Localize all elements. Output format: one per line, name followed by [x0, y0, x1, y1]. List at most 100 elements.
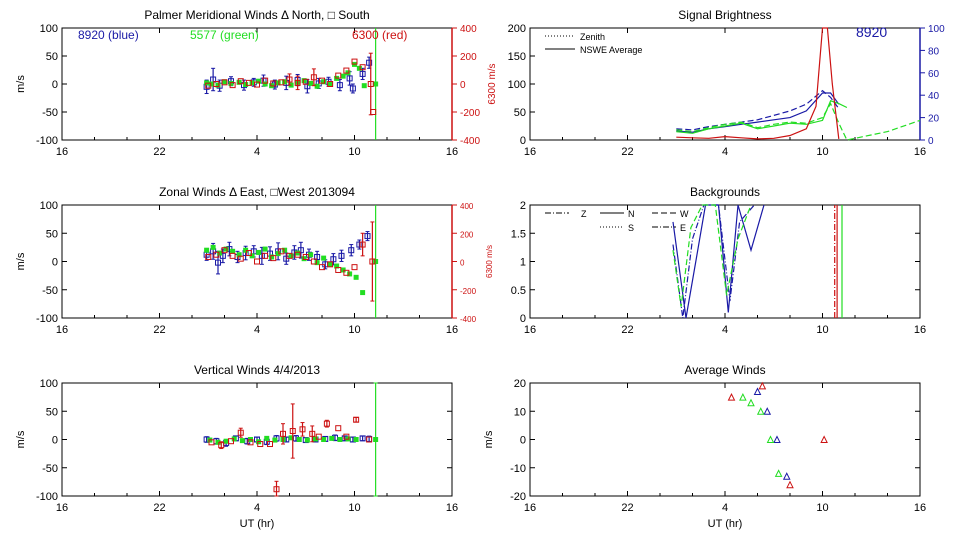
zonal-5577-point	[275, 251, 281, 257]
zonal-6300-point	[229, 252, 236, 259]
vertical-5577-point	[296, 437, 302, 442]
zonal-y2tick-label: -400	[460, 315, 477, 324]
meridional-ylabel: m/s	[15, 75, 27, 93]
vertical-ytick-label: 50	[46, 406, 58, 418]
meridional-ytick-label: 50	[46, 51, 58, 63]
zonal-8920-point	[338, 252, 345, 259]
meridional-6300-point	[351, 58, 358, 65]
zonal-ytick-label: -100	[36, 313, 58, 325]
zonal-8920-point	[348, 247, 355, 254]
legend-0: 8920 (blue)	[78, 28, 139, 42]
brightness-ytick-label: 0	[520, 135, 526, 147]
vertical-xtick-label: 16	[56, 502, 68, 514]
vertical-6300-point	[366, 436, 373, 443]
zonal-5577-point	[327, 261, 333, 267]
zonal-6300-point	[369, 258, 376, 265]
vertical-5577-point	[373, 437, 379, 442]
brightness-green-avg-line	[676, 100, 848, 134]
meridional-6300-point	[262, 77, 269, 84]
zonal-ylabel: m/s	[15, 252, 27, 270]
meridional-6300-point	[229, 82, 236, 89]
backgrounds-xtick-label: 22	[621, 324, 633, 336]
average-red-point	[727, 393, 736, 401]
meridional-y2tick-label: 200	[460, 52, 477, 63]
vertical-6300-point	[335, 425, 342, 432]
zonal-8920-point	[258, 252, 265, 259]
zonal-5577-point	[269, 254, 275, 260]
meridional-frame	[61, 27, 453, 141]
meridional-6300-point	[319, 77, 325, 84]
zonal-5577-point	[288, 253, 294, 259]
average-ytick-label: 0	[520, 435, 526, 447]
meridional-y2tick-label: -400	[460, 136, 480, 147]
meridional-5577-point	[256, 78, 262, 84]
legend-zenith: Zenith	[580, 32, 605, 42]
zonal-8920-point	[297, 247, 304, 254]
brightness-ytick-label: 150	[508, 51, 526, 63]
vertical-ytick-label: 0	[52, 435, 58, 447]
vertical-5577-point	[313, 436, 318, 442]
brightness-y2tick-label: 100	[928, 24, 945, 35]
meridional-6300-point	[245, 79, 252, 86]
backgrounds-ytick-label: 1	[520, 257, 526, 269]
vertical-6300-point	[208, 439, 215, 446]
zonal-ytick-label: 0	[52, 257, 58, 269]
meridional-5577-point	[356, 65, 362, 71]
zonal-5577-point	[353, 274, 359, 280]
meridional-6300-point	[367, 81, 374, 87]
vertical-xtick-label: 4	[254, 502, 260, 514]
zonal-5577-point	[360, 290, 366, 296]
meridional-6300-point	[205, 82, 212, 89]
zonal-8920-point	[215, 259, 221, 266]
vertical-5577-point	[231, 436, 237, 442]
average-xtick-label: 16	[914, 502, 926, 514]
meridional-8920-point	[346, 75, 353, 82]
brightness-y2tick-label: 20	[928, 114, 940, 125]
meridional-8920-point	[349, 85, 356, 92]
meridional-5577-point	[215, 82, 221, 88]
brightness-ytick-label: 50	[514, 107, 526, 119]
meridional-6300-point	[278, 79, 285, 86]
vertical-5577-point	[353, 437, 359, 442]
meridional-5577-point	[222, 79, 227, 85]
meridional-5577-point	[361, 83, 367, 89]
zonal-8920-point	[364, 233, 371, 240]
zonal-6300-point	[327, 261, 334, 268]
vertical-ylabel: m/s	[15, 430, 27, 448]
meridional-6300-point	[310, 74, 317, 81]
meridional-5577-point	[321, 79, 327, 85]
meridional-xtick-label: 10	[348, 146, 360, 158]
average-blue-point	[782, 472, 791, 480]
vertical-6300-point	[315, 433, 322, 440]
zonal-5577-point	[340, 267, 346, 273]
meridional-5577-point	[373, 81, 379, 87]
zonal-6300-point	[359, 241, 366, 248]
brightness-xtick-label: 16	[524, 146, 536, 158]
meridional-5577-point	[209, 81, 214, 87]
vertical-ytick-label: -100	[36, 491, 58, 503]
meridional-6300-point	[370, 109, 377, 115]
zonal-ytick-label: -50	[42, 285, 58, 297]
average-green-point	[747, 398, 755, 407]
brightness-title: Signal Brightness	[678, 8, 771, 22]
backgrounds-ytick-label: 2	[520, 200, 526, 212]
vertical-xtick-label: 22	[153, 502, 165, 514]
meridional-8920-point	[366, 59, 373, 66]
zonal-5577-point	[295, 250, 301, 256]
meridional-5577-point	[301, 78, 307, 84]
meridional-y2label: 6300 m/s	[487, 63, 498, 104]
brightness-ytick-label: 100	[508, 79, 526, 91]
meridional-6300-point	[237, 78, 244, 85]
meridional-ytick-label: 0	[52, 79, 58, 91]
zonal-5577-point	[236, 252, 242, 258]
zonal-y2tick-label: 200	[460, 230, 474, 239]
zonal-5577-point	[321, 255, 327, 261]
legend-1: 5577 (green)	[190, 28, 259, 42]
meridional-ytick-label: -100	[36, 135, 58, 147]
legend-Z: Z	[581, 209, 587, 219]
average-xtick-label: 22	[621, 502, 633, 514]
zonal-5577-point	[314, 260, 320, 266]
meridional-6300-point	[327, 81, 334, 87]
meridional-5577-point	[327, 81, 333, 87]
zonal-8920-point	[330, 256, 337, 263]
